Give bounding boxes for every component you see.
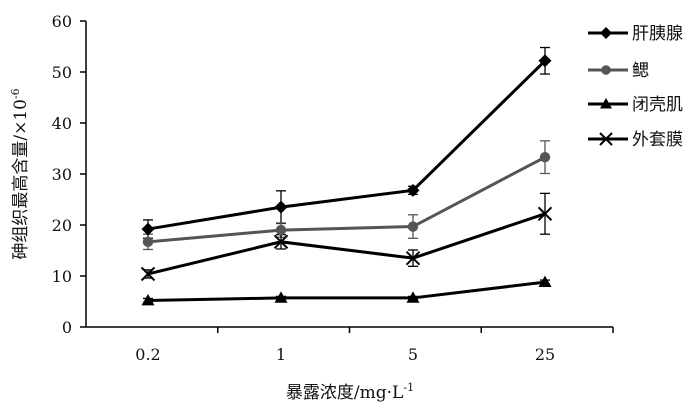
legend-item: 外套膜	[588, 130, 683, 150]
data-point-triangle	[141, 293, 155, 306]
data-point-x	[537, 206, 553, 221]
legend-item: 闭壳肌	[588, 95, 683, 115]
y-axis-title: 砷组织最高含量/×10-6	[9, 88, 31, 259]
x-tick-label: 5	[408, 345, 418, 364]
axes	[85, 21, 613, 328]
x-tick-label: 0.2	[135, 345, 160, 364]
x-tick-label: 25	[535, 345, 555, 364]
y-tick-label: 0	[62, 318, 72, 337]
legend-label: 外套膜	[632, 130, 683, 150]
data-point-x	[273, 234, 289, 250]
data-point-diamond	[600, 27, 612, 39]
y-tick-label: 60	[52, 12, 72, 31]
x-stroke	[537, 206, 553, 221]
legend-label: 肝胰腺	[632, 24, 683, 44]
error-bars	[143, 46, 550, 304]
data-point-circle	[275, 224, 287, 236]
legend-label: 鳃	[632, 61, 649, 81]
data-point-triangle	[274, 291, 288, 303]
data-point-x	[140, 266, 156, 282]
x-tick-label: 1	[276, 345, 286, 364]
data-point-diamond	[274, 200, 288, 214]
x-stroke	[599, 132, 613, 146]
x-stroke	[273, 234, 289, 250]
legend-label: 闭壳肌	[632, 95, 683, 115]
data-point-circle	[142, 236, 154, 248]
data-point-diamond	[141, 222, 155, 236]
data-point-diamond	[406, 183, 420, 197]
series-markers	[140, 54, 553, 306]
series-lines	[147, 59, 547, 302]
data-point-circle	[407, 221, 419, 232]
y-ticks: 0 10 20 30 40 50 60	[52, 12, 86, 337]
x-stroke	[405, 250, 421, 266]
y-tick-label: 50	[52, 63, 72, 82]
data-point-triangle	[600, 98, 612, 109]
data-point-triangle	[406, 291, 420, 303]
legend-item: 肝胰腺	[588, 24, 683, 44]
series-line	[147, 59, 547, 231]
y-tick-label: 30	[52, 165, 72, 184]
legend-item: 鳃	[588, 61, 649, 81]
x-axis-title: 暴露浓度/mg·L-1	[286, 381, 414, 403]
data-point-x	[405, 250, 421, 266]
x-ticks: 0.2 1 5 25	[135, 327, 614, 364]
data-point-x	[599, 132, 613, 146]
series-line	[147, 155, 546, 244]
x-stroke	[140, 266, 156, 282]
series-line	[147, 212, 546, 276]
y-tick-label: 40	[52, 114, 72, 133]
data-point-diamond	[538, 54, 552, 68]
y-tick-label: 10	[52, 267, 72, 286]
data-point-circle	[601, 65, 611, 75]
y-tick-label: 20	[52, 216, 72, 235]
data-point-triangle	[538, 275, 552, 287]
series-line	[147, 280, 546, 302]
data-point-circle	[539, 151, 551, 163]
